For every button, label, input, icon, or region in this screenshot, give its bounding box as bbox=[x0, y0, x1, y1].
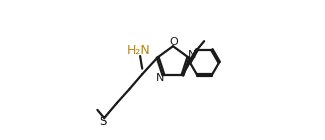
Text: H₂N: H₂N bbox=[127, 44, 150, 57]
Text: N: N bbox=[156, 73, 164, 83]
Text: O: O bbox=[169, 37, 178, 47]
Text: N: N bbox=[188, 50, 196, 60]
Text: S: S bbox=[99, 115, 107, 128]
